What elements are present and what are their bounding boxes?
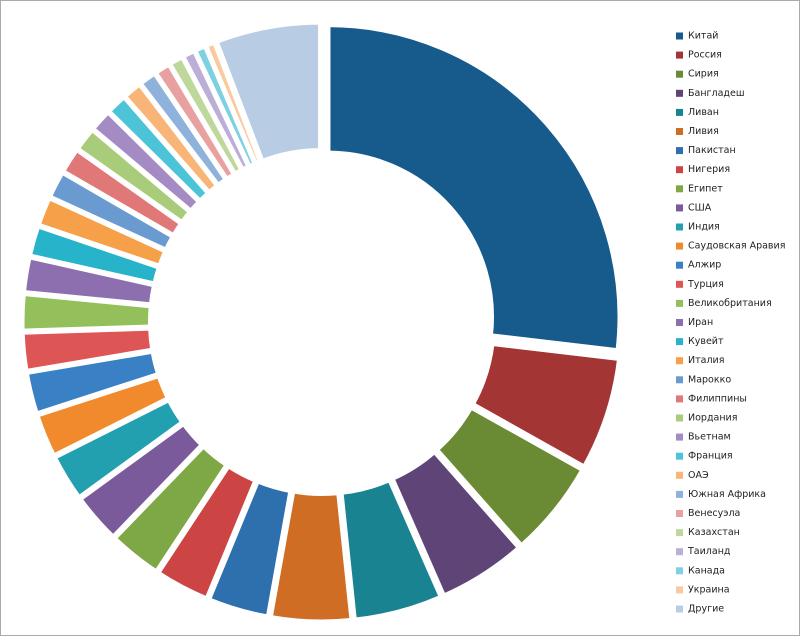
legend-label: Алжир [688, 260, 721, 271]
legend-label: Украина [688, 584, 730, 595]
legend-swatch [676, 51, 683, 59]
legend-swatch [676, 510, 683, 517]
legend-swatch [676, 128, 683, 135]
legend-swatch [676, 471, 683, 479]
legend-swatch [676, 395, 683, 403]
legend-swatch [676, 32, 683, 40]
legend-label: Россия [688, 50, 722, 61]
legend-swatch [676, 548, 683, 556]
legend-swatch [676, 185, 683, 193]
legend-label: Марокко [688, 374, 731, 385]
legend-swatch [676, 605, 683, 613]
legend-swatch [676, 242, 683, 250]
legend-swatch [676, 147, 683, 155]
legend-label: Казахстан [688, 527, 740, 538]
legend-swatch [676, 586, 683, 594]
donut-slice [468, 340, 623, 471]
legend-label: Вьетнам [688, 432, 731, 443]
legend-swatch [676, 204, 683, 212]
legend-swatch [676, 261, 683, 269]
legend-label: Франция [688, 451, 733, 462]
legend-label: Сирия [688, 69, 719, 80]
legend-swatch [676, 319, 683, 326]
legend-label: ОАЭ [688, 470, 709, 481]
legend-swatch [676, 433, 683, 441]
legend-swatch [676, 567, 683, 575]
legend-label: Бангладеш [688, 88, 745, 99]
legend-label: Другие [688, 604, 724, 615]
legend-swatch [676, 338, 683, 346]
legend-label: Италия [688, 355, 724, 366]
legend-label: Ливия [688, 126, 719, 137]
legend-swatch [676, 89, 683, 97]
legend-swatch [676, 280, 683, 288]
legend-label: Венесуэла [688, 508, 740, 519]
legend-label: Таиланд [687, 546, 731, 557]
legend-label: Кувейт [688, 336, 724, 347]
legend-label: Канада [688, 565, 725, 576]
legend-swatch [676, 108, 683, 116]
legend-label: Ливан [688, 107, 719, 118]
donut-slice [212, 19, 324, 165]
donut-slice [432, 403, 587, 550]
legend-label: Иордания [688, 413, 737, 424]
legend-label: Индия [688, 222, 720, 233]
legend-label: Иран [688, 317, 713, 328]
legend-swatch [676, 376, 683, 384]
legend-swatch [676, 490, 683, 498]
legend-swatch [676, 414, 683, 422]
legend-swatch [676, 529, 683, 537]
legend-swatch [676, 357, 683, 365]
legend-swatch [676, 452, 683, 460]
donut-slice [325, 22, 623, 354]
legend-label: Южная Африка [688, 489, 766, 500]
legend-label: США [688, 202, 712, 213]
legend-label: Китай [688, 31, 718, 42]
legend-label: Египет [688, 183, 723, 194]
legend-label: Филиппины [688, 393, 747, 404]
legend-swatch [676, 70, 683, 78]
legend-label: Нигерия [688, 164, 730, 175]
legend-swatch [676, 299, 683, 307]
legend-label: Великобритания [688, 298, 772, 309]
legend-label: Саудовская Аравия [688, 241, 785, 252]
legend-swatch [676, 166, 683, 174]
legend-label: Пакистан [688, 145, 736, 156]
legend-label: Турция [687, 279, 724, 290]
legend-swatch [676, 223, 683, 231]
